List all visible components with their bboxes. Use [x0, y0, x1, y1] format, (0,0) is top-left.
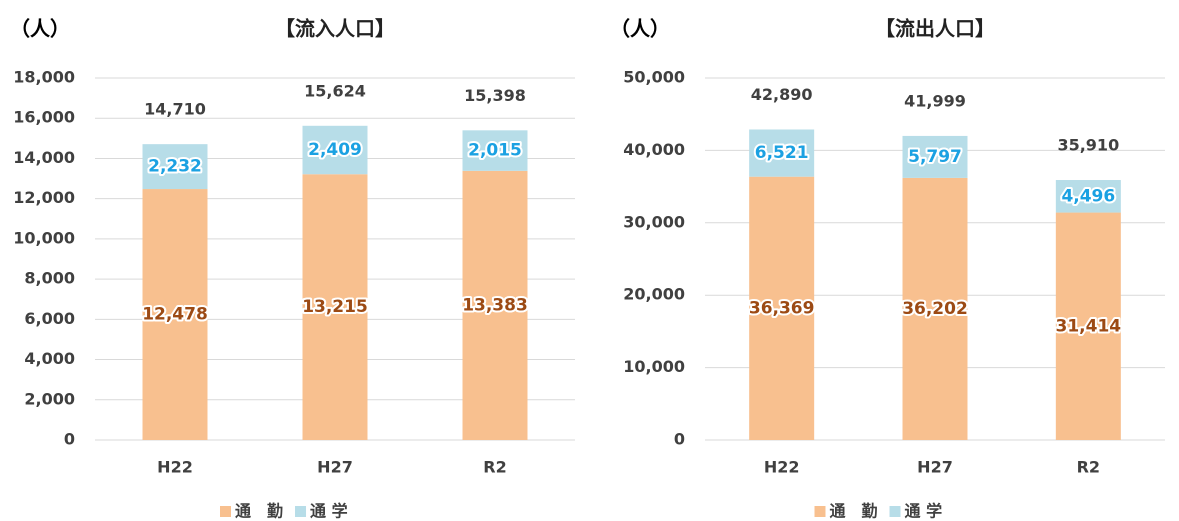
- y-tick-label: 6,000: [24, 309, 75, 328]
- value-label: 4,496: [1061, 186, 1115, 206]
- y-tick-label: 2,000: [24, 389, 75, 408]
- y-tick-label: 16,000: [13, 108, 75, 127]
- y-axis-label: （人）: [610, 17, 670, 41]
- legend-swatch: [220, 506, 231, 517]
- legend-swatch: [814, 506, 826, 517]
- value-label: 36,369: [749, 298, 815, 318]
- bar-segment: [749, 176, 815, 440]
- y-tick-label: 8,000: [24, 269, 75, 288]
- value-label: 13,383: [462, 295, 528, 315]
- legend-label: 通 学: [905, 502, 943, 521]
- bar-segment: [302, 174, 368, 440]
- total-label: 42,890: [751, 85, 813, 104]
- bar-segment: [749, 129, 815, 177]
- total-label: 41,999: [904, 91, 966, 110]
- value-label: 6,521: [755, 143, 809, 163]
- total-label: 15,624: [304, 81, 366, 100]
- legend-label: 通 学: [310, 502, 348, 521]
- bar-segment: [142, 189, 208, 440]
- y-tick-label: 0: [674, 430, 685, 449]
- legend-label: 通 勤: [830, 502, 878, 521]
- y-axis-label: （人）: [10, 17, 70, 41]
- y-tick-label: 10,000: [13, 228, 75, 247]
- value-label: 2,015: [468, 141, 522, 161]
- y-tick-label: 14,000: [13, 148, 75, 167]
- value-label: 5,797: [908, 147, 962, 167]
- bar-segment: [902, 135, 968, 178]
- bar-segment: [142, 144, 208, 190]
- legend-swatch: [295, 506, 307, 517]
- y-tick-label: 0: [64, 430, 75, 449]
- x-tick-label: H27: [917, 458, 953, 477]
- y-tick-label: 12,000: [13, 188, 75, 207]
- bar-segment: [902, 177, 968, 440]
- total-label: 14,710: [144, 100, 206, 119]
- total-label: 35,910: [1057, 136, 1119, 155]
- y-tick-label: 18,000: [13, 68, 75, 87]
- y-tick-label: 40,000: [623, 140, 685, 159]
- bar-segment: [462, 170, 528, 440]
- value-label: 2,232: [148, 157, 202, 177]
- chart-title: 【流出人口】: [875, 17, 995, 41]
- value-label: 2,409: [308, 140, 362, 160]
- y-tick-label: 10,000: [623, 357, 685, 376]
- bar-segment: [1055, 180, 1121, 213]
- value-label: 31,414: [1056, 316, 1122, 336]
- x-tick-label: H22: [764, 458, 800, 477]
- legend-swatch: [889, 506, 901, 517]
- y-tick-label: 30,000: [623, 212, 685, 231]
- x-tick-label: R2: [483, 458, 506, 477]
- chart-title: 【流入人口】: [275, 17, 395, 41]
- bar-segment: [302, 125, 368, 175]
- value-label: 13,215: [302, 297, 368, 317]
- value-label: 36,202: [902, 299, 968, 319]
- bar-segment: [1055, 212, 1121, 440]
- legend-label: 通 勤: [235, 502, 283, 521]
- value-label: 12,478: [142, 305, 208, 325]
- x-tick-label: H27: [317, 458, 353, 477]
- x-tick-label: H22: [157, 458, 193, 477]
- y-tick-label: 50,000: [623, 68, 685, 87]
- y-tick-label: 4,000: [24, 349, 75, 368]
- x-tick-label: R2: [1077, 458, 1100, 477]
- y-tick-label: 20,000: [623, 285, 685, 304]
- bar-segment: [462, 130, 528, 171]
- total-label: 15,398: [464, 86, 526, 105]
